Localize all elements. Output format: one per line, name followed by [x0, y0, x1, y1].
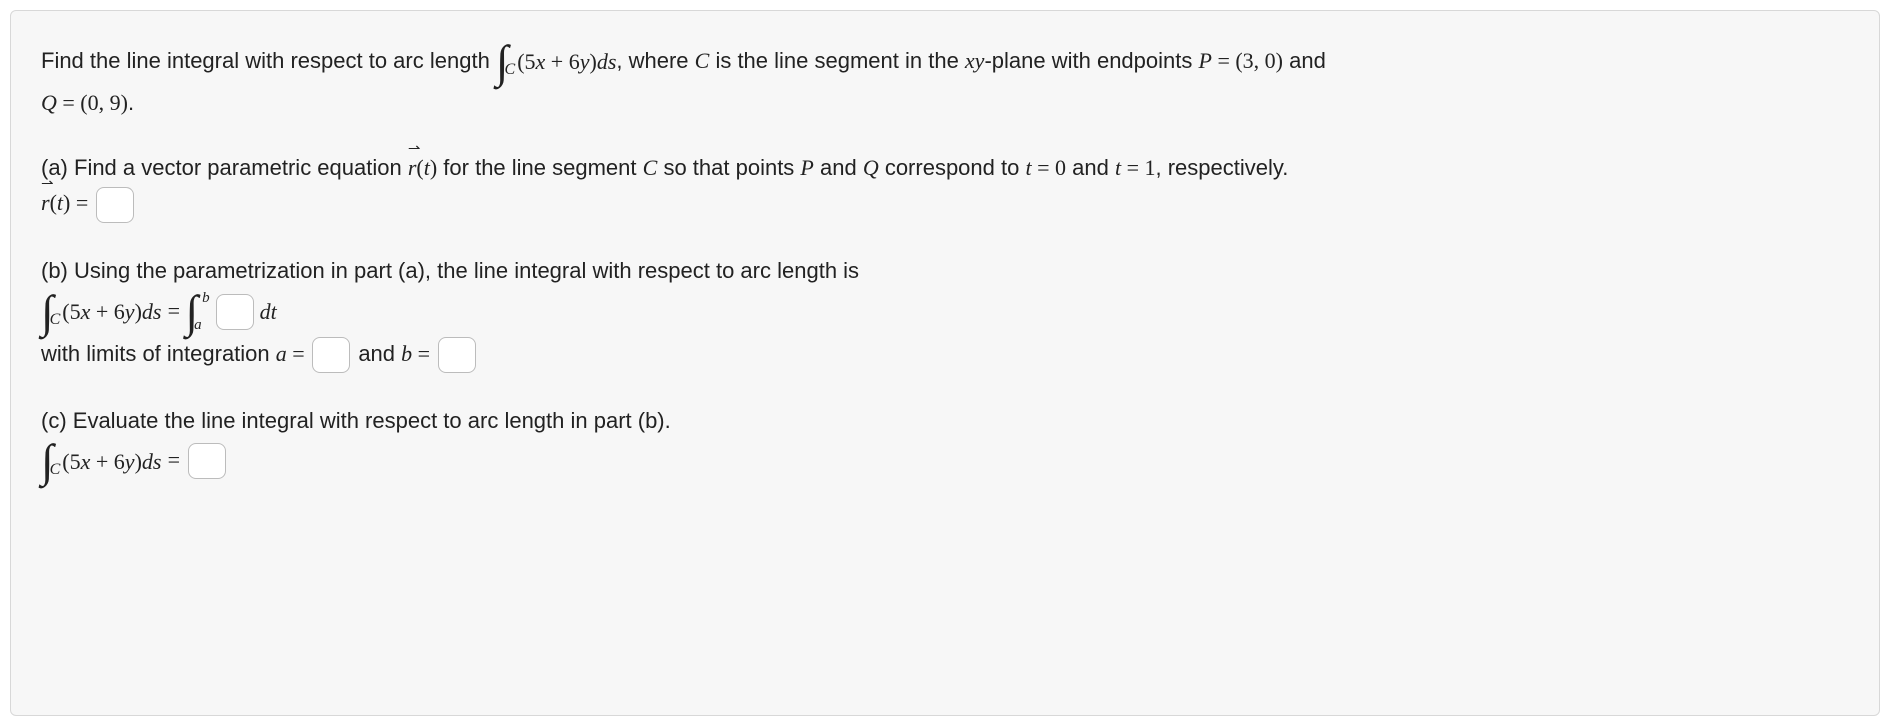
- part-a-text-7: , respectively.: [1155, 155, 1288, 180]
- t-zero: t = 0: [1025, 155, 1066, 180]
- integral-symbol-icon: ∫: [496, 39, 509, 85]
- part-b-eq: =: [168, 298, 186, 323]
- part-a-text-1: (a) Find a vector parametric equation: [41, 155, 408, 180]
- a-equals: a =: [276, 341, 310, 366]
- part-a-text-5: correspond to: [879, 155, 1026, 180]
- part-b-integrand-input[interactable]: [216, 294, 254, 330]
- vector-r: r: [408, 150, 417, 185]
- part-a-text-2: for the line segment: [437, 155, 642, 180]
- part-b-text-1: (b) Using the parametrization in part (a…: [41, 258, 859, 283]
- part-a-text-3: so that points: [657, 155, 800, 180]
- part-b-lhs-integral: ∫ C (5x + 6y)ds: [41, 289, 161, 335]
- part-a-p: P: [800, 155, 813, 180]
- problem-container: Find the line integral with respect to a…: [10, 10, 1880, 716]
- intro-text-4: -plane with endpoints: [984, 48, 1198, 73]
- part-c-text-1: (c) Evaluate the line integral with resp…: [41, 408, 671, 433]
- integral-symbol-icon: ∫: [186, 289, 199, 335]
- part-c-eq: =: [168, 447, 186, 472]
- curve-c: C: [695, 48, 710, 73]
- xy-text: xy: [965, 48, 985, 73]
- intro-text-5: and: [1283, 48, 1326, 73]
- integral-symbol-icon: ∫: [41, 289, 54, 335]
- part-b: (b) Using the parametrization in part (a…: [41, 253, 1849, 373]
- lhs-r-arg: (t) =: [50, 190, 94, 215]
- intro-integral: ∫ C (5x + 6y)ds: [496, 39, 616, 85]
- part-a-input[interactable]: [96, 187, 134, 223]
- part-b-and: and: [358, 341, 401, 366]
- part-b-a-input[interactable]: [312, 337, 350, 373]
- intro-paragraph: Find the line integral with respect to a…: [41, 39, 1849, 120]
- lhs-vector-r: r: [41, 185, 50, 220]
- intro-text-1: Find the line integral with respect to a…: [41, 48, 496, 73]
- intro-text-6: .: [128, 90, 134, 115]
- intro-text-3: is the line segment in the: [709, 48, 965, 73]
- part-b-b-input[interactable]: [438, 337, 476, 373]
- part-c: (c) Evaluate the line integral with resp…: [41, 403, 1849, 484]
- part-a-text-6: and: [1066, 155, 1115, 180]
- part-c-input[interactable]: [188, 443, 226, 479]
- intro-text-2: , where: [616, 48, 694, 73]
- dt-label: dt: [260, 294, 277, 329]
- t-one: t = 1: [1115, 155, 1156, 180]
- b-equals: b =: [401, 341, 435, 366]
- point-p: P = (3, 0): [1198, 48, 1283, 73]
- part-a-q: Q: [863, 155, 879, 180]
- integral-symbol-icon: ∫: [41, 438, 54, 484]
- point-q: Q = (0, 9): [41, 90, 128, 115]
- part-b-rhs-integral: ∫ b a dt: [186, 288, 277, 336]
- part-a: (a) Find a vector parametric equation r(…: [41, 150, 1849, 222]
- part-b-text-2: with limits of integration: [41, 341, 276, 366]
- part-c-integral: ∫ C (5x + 6y)ds: [41, 438, 161, 484]
- part-a-text-4: and: [814, 155, 863, 180]
- part-a-c: C: [643, 155, 658, 180]
